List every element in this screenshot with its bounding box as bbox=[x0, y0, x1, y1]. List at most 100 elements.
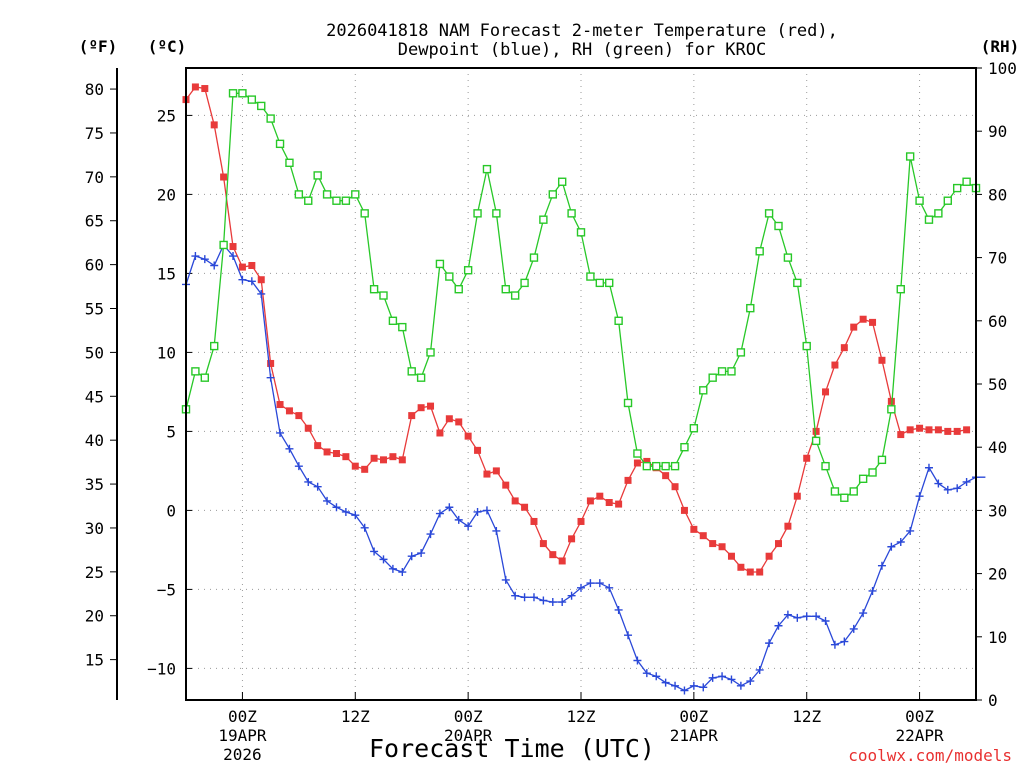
dewpoint-point bbox=[746, 677, 755, 686]
dewpoint-point bbox=[313, 482, 322, 491]
dewpoint-point bbox=[896, 538, 905, 546]
rh-point bbox=[510, 291, 520, 300]
dewpoint-point bbox=[247, 277, 256, 286]
dewpoint-point bbox=[229, 252, 238, 261]
dewpoint-point bbox=[304, 477, 313, 486]
rh-point bbox=[821, 461, 830, 471]
2-meter-temperature-point bbox=[850, 323, 858, 331]
celsius-tick-label: 0 bbox=[166, 501, 176, 520]
2-meter-temperature-point bbox=[869, 318, 877, 326]
dewpoint-point bbox=[755, 665, 764, 674]
2-meter-temperature-point bbox=[822, 388, 830, 396]
dewpoint-point bbox=[699, 683, 708, 692]
rh-point bbox=[407, 367, 416, 376]
2-meter-temperature-point bbox=[267, 359, 275, 367]
dewpoint-point bbox=[830, 640, 839, 649]
2-meter-temperature-point bbox=[727, 552, 735, 560]
2-meter-temperature-point bbox=[624, 476, 632, 484]
2-meter-temperature-point bbox=[680, 506, 688, 514]
rh-point bbox=[454, 285, 463, 294]
dewpoint-point bbox=[435, 509, 444, 518]
rh-point bbox=[548, 190, 557, 199]
2-meter-temperature-point bbox=[887, 397, 895, 405]
2-meter-temperature-point bbox=[521, 503, 529, 511]
dewpoint-point bbox=[614, 605, 623, 614]
fahrenheit-tick-label: 80 bbox=[85, 80, 104, 99]
2-meter-temperature-point bbox=[427, 402, 435, 410]
rh-point bbox=[398, 322, 407, 332]
2-meter-temperature-point bbox=[332, 450, 340, 458]
dewpoint-point bbox=[276, 428, 285, 437]
time-tick-label: 00Z bbox=[228, 707, 257, 726]
rh-point bbox=[567, 209, 576, 218]
dewpoint-point bbox=[793, 613, 802, 622]
dewpoint-point bbox=[445, 503, 454, 512]
2-meter-temperature-point bbox=[944, 427, 952, 435]
dewpoint-point bbox=[633, 656, 642, 665]
2-meter-temperature-point bbox=[549, 551, 557, 559]
rh-point bbox=[200, 373, 210, 382]
dewpoint-point bbox=[671, 681, 680, 690]
dewpoint-point bbox=[200, 255, 209, 264]
2-meter-temperature-point bbox=[737, 563, 745, 571]
2-meter-temperature-point bbox=[257, 276, 265, 284]
2-meter-temperature-point bbox=[304, 424, 312, 432]
dewpoint-point bbox=[859, 609, 868, 618]
2-meter-temperature-point bbox=[323, 448, 331, 456]
2-meter-temperature-point bbox=[596, 492, 604, 500]
rh-series bbox=[181, 89, 981, 502]
dewpoint-point bbox=[360, 523, 369, 532]
fahrenheit-tick-label: 65 bbox=[85, 212, 104, 231]
2-meter-temperature-point bbox=[906, 426, 914, 434]
rh-point bbox=[351, 190, 360, 199]
2-meter-temperature-point bbox=[389, 453, 397, 461]
2-meter-temperature-point bbox=[586, 497, 594, 505]
2-meter-temperature-point bbox=[934, 426, 942, 434]
rh-point bbox=[764, 209, 774, 218]
rh-point bbox=[492, 209, 501, 218]
2-meter-temperature-point bbox=[859, 315, 867, 323]
plot-frame bbox=[185, 67, 977, 701]
dewpoint-point bbox=[388, 564, 397, 573]
dewpoint-point bbox=[426, 530, 435, 539]
2-meter-temperature-point bbox=[690, 525, 698, 533]
dewpoint-point bbox=[765, 639, 774, 648]
rh-point bbox=[294, 190, 304, 199]
rh-point bbox=[482, 164, 492, 174]
year-label: 2026 bbox=[223, 745, 262, 764]
2-meter-temperature-point bbox=[803, 454, 811, 462]
dewpoint-point bbox=[661, 678, 670, 687]
dewpoint-point bbox=[680, 686, 689, 695]
dewpoint-point bbox=[962, 477, 971, 486]
dewpoint-point bbox=[727, 675, 736, 684]
celsius-tick-label: 20 bbox=[157, 185, 176, 204]
2-meter-temperature-point bbox=[765, 552, 773, 560]
rh-point bbox=[661, 461, 670, 471]
dewpoint-point bbox=[482, 506, 491, 515]
dewpoint-point bbox=[887, 542, 896, 551]
dewpoint-point bbox=[868, 586, 877, 595]
dewpoint-point bbox=[548, 598, 557, 607]
dewpoint-point bbox=[652, 672, 661, 681]
fahrenheit-tick-label: 60 bbox=[85, 256, 104, 275]
rh-tick-label: 80 bbox=[988, 185, 1007, 204]
x-axis-label: Forecast Time (UTC) bbox=[369, 734, 655, 763]
dewpoint-point bbox=[849, 624, 858, 633]
2-meter-temperature-point bbox=[718, 543, 726, 551]
rh-point bbox=[247, 95, 257, 104]
2-meter-temperature-point bbox=[276, 401, 284, 409]
dewpoint-point bbox=[520, 593, 529, 602]
rh-point bbox=[388, 316, 398, 325]
celsius-tick-label: 5 bbox=[166, 422, 176, 441]
celsius-tick-label: −5 bbox=[157, 580, 176, 599]
2-meter-temperature-point bbox=[831, 361, 839, 369]
rh-tick-label: 20 bbox=[988, 565, 1007, 584]
dewpoint-point bbox=[689, 681, 698, 690]
rh-point bbox=[473, 209, 482, 218]
rh-point bbox=[285, 158, 294, 168]
date-label: 19APR bbox=[218, 726, 267, 745]
dewpoint-point bbox=[840, 637, 849, 646]
dewpoint-point bbox=[417, 549, 426, 558]
dewpoint-point bbox=[802, 612, 811, 621]
2-meter-temperature-point bbox=[436, 429, 444, 437]
